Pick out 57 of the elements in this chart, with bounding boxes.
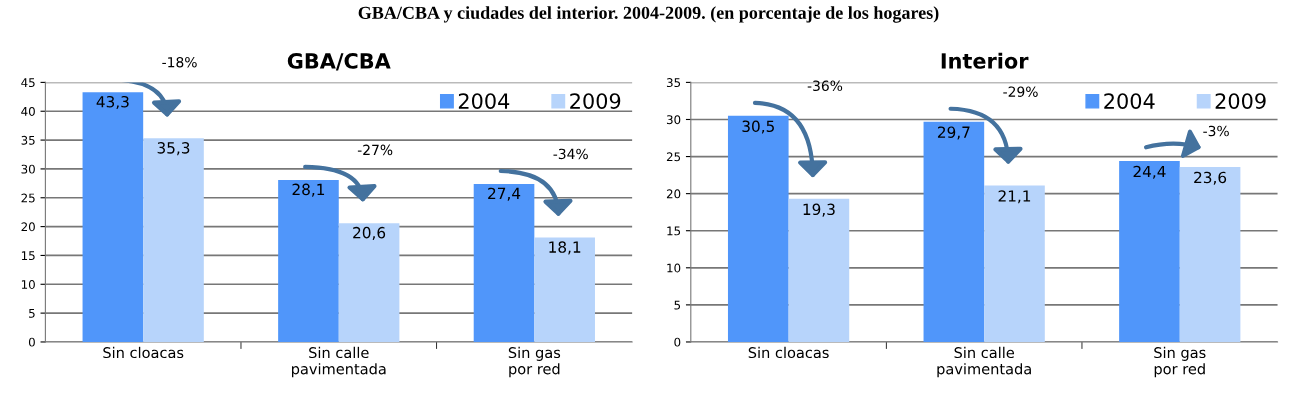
y-tick-label: 0 bbox=[28, 337, 35, 347]
data-label: 35,3 bbox=[157, 142, 190, 156]
y-tick-label: 5 bbox=[674, 300, 681, 310]
bar bbox=[82, 92, 144, 342]
annotation: -36% bbox=[807, 80, 843, 92]
y-tick-label: 30 bbox=[21, 164, 35, 174]
y-tick-label: 20 bbox=[666, 189, 681, 199]
data-label: 30,5 bbox=[742, 120, 774, 134]
legend-label: 2009 bbox=[1215, 93, 1266, 109]
chart-title: Interior bbox=[941, 52, 1029, 69]
y-tick-label: 25 bbox=[21, 193, 35, 203]
bar bbox=[1119, 161, 1180, 342]
y-tick-label: 10 bbox=[21, 280, 35, 289]
data-label: 19,3 bbox=[803, 203, 835, 217]
legend-label: 2004 bbox=[1104, 93, 1155, 109]
annotation: -34% bbox=[553, 148, 588, 160]
bar bbox=[984, 185, 1045, 342]
y-tick-label: 20 bbox=[21, 222, 35, 232]
data-label: 29,7 bbox=[937, 126, 970, 140]
y-tick-label: 30 bbox=[666, 115, 681, 125]
y-tick-label: 5 bbox=[29, 309, 35, 318]
data-label: 21,1 bbox=[998, 190, 1031, 204]
data-label: 23,6 bbox=[1194, 171, 1227, 185]
data-label: 43,3 bbox=[96, 95, 129, 110]
annotation: -29% bbox=[1003, 86, 1038, 97]
y-tick-label: 25 bbox=[666, 152, 681, 162]
data-label: 18,1 bbox=[549, 241, 581, 255]
y-tick-label: 15 bbox=[667, 226, 681, 236]
y-tick-label: 35 bbox=[666, 78, 681, 88]
x-tick-label: Sin gas por red bbox=[508, 346, 561, 378]
y-tick-label: 10 bbox=[667, 263, 681, 273]
data-label: 28,1 bbox=[292, 183, 325, 197]
data-label: 27,4 bbox=[488, 187, 521, 201]
data-label: 24,4 bbox=[1133, 165, 1166, 179]
bar bbox=[534, 237, 595, 342]
x-tick-label: Sin calle pavimentada bbox=[292, 346, 386, 378]
bar bbox=[1179, 166, 1241, 342]
chart-title: GBA/CBA bbox=[287, 53, 391, 71]
y-tick-label: 45 bbox=[21, 78, 35, 88]
y-tick-label: 40 bbox=[21, 106, 35, 116]
y-tick-label: 35 bbox=[21, 135, 35, 145]
text: GBA/CBA y ciudades del interior. 2004-2009. (en porcentaje de los hogares) bbox=[358, 6, 939, 23]
data-label: 20,6 bbox=[353, 226, 386, 240]
text: -18% bbox=[162, 56, 197, 68]
y-tick-label: 15 bbox=[21, 251, 35, 261]
bar bbox=[338, 223, 400, 342]
x-tick-label: Sin cloacas bbox=[103, 346, 184, 359]
bar bbox=[788, 198, 850, 342]
legend-label: 2009 bbox=[570, 93, 621, 109]
x-tick-label: Sin calle pavimentada bbox=[937, 346, 1031, 378]
annotation: -27% bbox=[357, 144, 393, 156]
bar bbox=[143, 138, 204, 342]
x-tick-label: Sin cloacas bbox=[748, 346, 829, 359]
annotation: -3% bbox=[1203, 125, 1229, 137]
x-tick-label: Sin gas por red bbox=[1154, 346, 1206, 378]
y-tick-label: 0 bbox=[674, 337, 681, 347]
legend-label: 2004 bbox=[458, 93, 510, 109]
